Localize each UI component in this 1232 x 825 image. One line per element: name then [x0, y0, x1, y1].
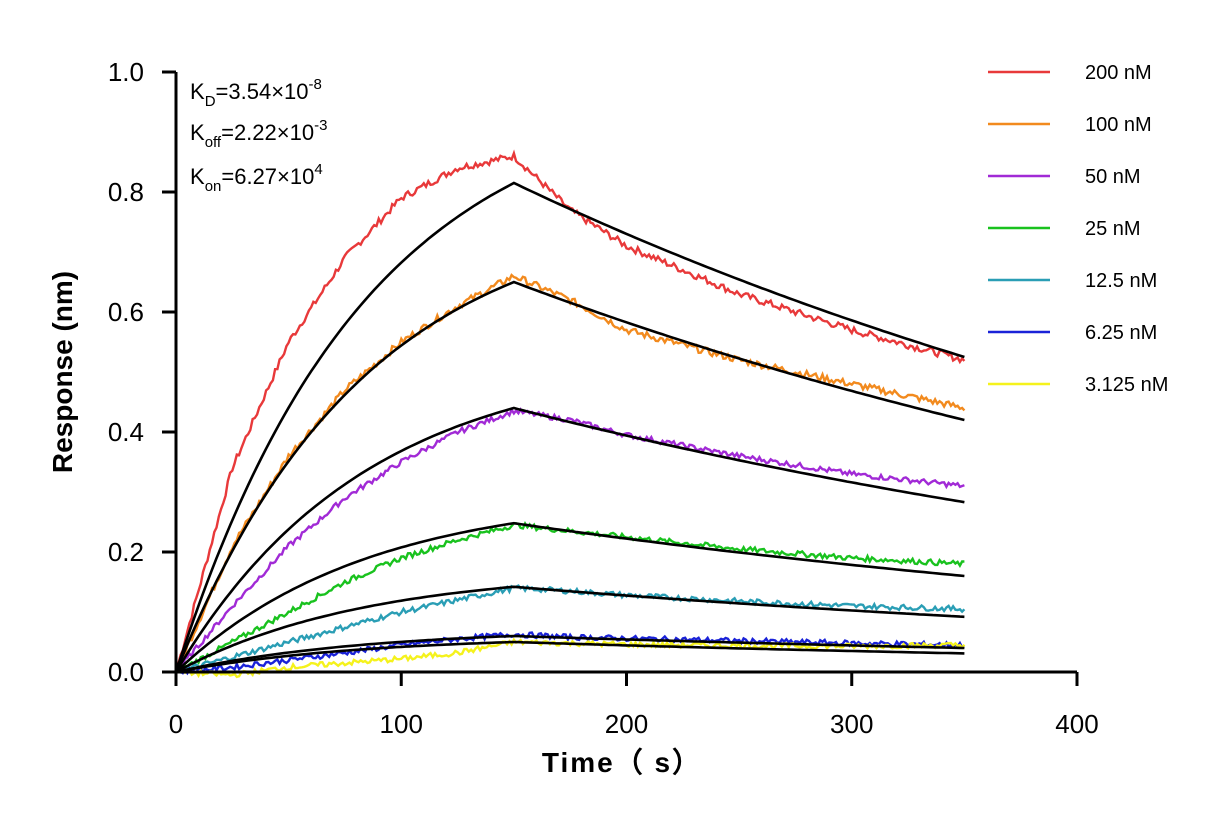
y-ticks: 0.0 0.2 0.4 0.6 0.8 1.0 — [108, 57, 176, 687]
fit-curve — [175, 640, 965, 674]
fit-curve — [174, 181, 965, 673]
legend-label: 6.25 nM — [1085, 322, 1157, 344]
legend-label: 12.5 nM — [1085, 270, 1157, 292]
legend: 200 nM 100 nM 50 nM 25 nM 12.5 nM 6.25 nM 3.12… — [988, 62, 1168, 396]
y-tick-label: 0.2 — [108, 537, 144, 567]
y-tick-label: 0.6 — [108, 297, 144, 327]
koff-text: Koff=2.22×10-3 — [190, 117, 327, 151]
series-line-50nM — [175, 407, 965, 673]
x-tick-label: 100 — [380, 709, 423, 739]
x-tick-label: 200 — [605, 709, 648, 739]
fit-curve — [175, 634, 965, 674]
kinetics-annotation: KD=3.54×10-8 Koff=2.22×10-3 Kon=6.27×104 — [190, 76, 327, 195]
legend-label: 50 nM — [1085, 166, 1141, 188]
fit-curve — [175, 521, 965, 673]
series-line-6-25nM — [175, 631, 965, 676]
series-line-200nM — [174, 149, 966, 673]
fit-curve — [174, 406, 965, 673]
y-tick-label: 1.0 — [108, 57, 144, 87]
series-layer — [174, 149, 966, 679]
legend-label: 200 nM — [1085, 62, 1152, 84]
y-axis-title: Response (nm) — [47, 271, 78, 473]
y-tick-label: 0.4 — [108, 417, 144, 447]
series-line-12-5nM — [176, 584, 966, 674]
kd-text: KD=3.54×10-8 — [190, 76, 322, 110]
fit-curve — [174, 280, 965, 673]
y-tick-label: 0.0 — [108, 657, 144, 687]
legend-label: 3.125 nM — [1085, 374, 1168, 396]
x-tick-label: 0 — [169, 709, 183, 739]
x-tick-label: 300 — [830, 709, 873, 739]
fit-curve-layer — [174, 181, 965, 674]
y-tick-label: 0.8 — [108, 177, 144, 207]
legend-label: 100 nM — [1085, 114, 1152, 136]
fit-curve — [175, 585, 965, 674]
kon-text: Kon=6.27×104 — [190, 161, 323, 195]
x-axis-title: Time（ s） — [542, 746, 702, 778]
x-ticks: 0 100 200 300 400 — [169, 672, 1099, 739]
x-tick-label: 400 — [1055, 709, 1098, 739]
legend-label: 25 nM — [1085, 218, 1141, 240]
